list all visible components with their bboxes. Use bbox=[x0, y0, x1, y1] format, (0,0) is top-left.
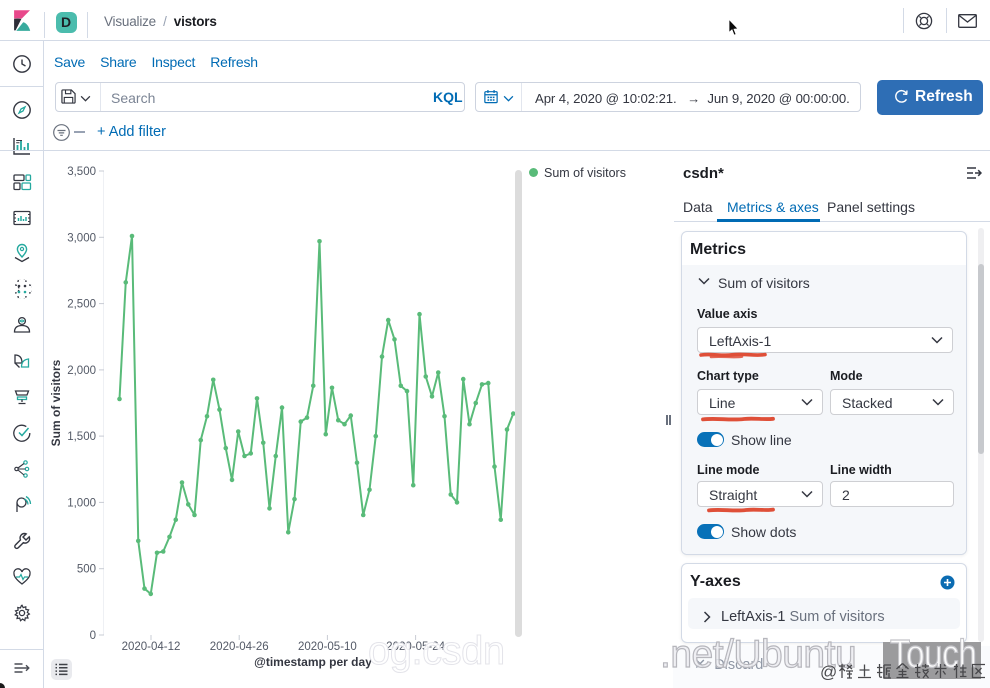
svg-text:1,500: 1,500 bbox=[67, 431, 96, 443]
svg-text:2,000: 2,000 bbox=[67, 365, 96, 377]
svg-text:500: 500 bbox=[77, 564, 96, 576]
svg-text:3,500: 3,500 bbox=[67, 166, 96, 178]
svg-text:2020-05-10: 2020-05-10 bbox=[298, 641, 357, 653]
svg-text:@timestamp per day: @timestamp per day bbox=[254, 655, 372, 669]
svg-text:2020-04-26: 2020-04-26 bbox=[210, 641, 269, 653]
svg-text:3,000: 3,000 bbox=[67, 232, 96, 244]
svg-text:2020-05-24: 2020-05-24 bbox=[386, 641, 445, 653]
svg-text:@: @ bbox=[820, 663, 837, 682]
svg-text:0: 0 bbox=[90, 630, 96, 642]
svg-text:2020-04-12: 2020-04-12 bbox=[122, 641, 181, 653]
svg-text:Sum of visitors: Sum of visitors bbox=[49, 359, 63, 446]
svg-text:2,500: 2,500 bbox=[67, 299, 96, 311]
svg-text:1,000: 1,000 bbox=[67, 497, 96, 509]
